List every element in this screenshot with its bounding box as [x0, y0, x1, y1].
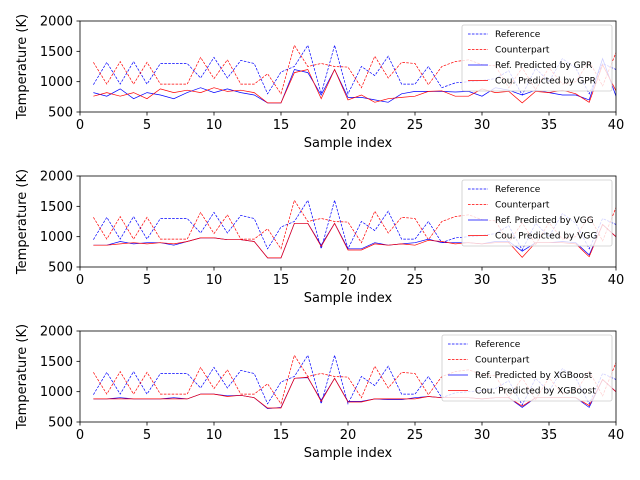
y-tick-label: 500 — [48, 416, 73, 431]
y-tick-label: 2000 — [40, 325, 73, 340]
x-tick-label: 25 — [407, 273, 424, 288]
y-tick-label: 1000 — [40, 75, 73, 90]
y-tick-label: 2000 — [40, 15, 73, 30]
chart-panel-1: 0 5 10 15 20 25 30 35 40 500 1000 1500 2000 Sample in… — [15, 14, 624, 151]
x-tick-label: 0 — [76, 118, 84, 133]
y-tick-label: 2000 — [40, 170, 73, 185]
x-tick-label: 35 — [541, 118, 558, 133]
series-line-2 — [93, 354, 616, 405]
y-tick-label: 500 — [48, 261, 73, 276]
legend-entry: Counterpart — [495, 201, 550, 211]
y-tick-label: 1500 — [40, 45, 73, 60]
legend-box — [461, 24, 613, 92]
series-line-2 — [93, 199, 616, 250]
y-tick-label: 1500 — [40, 200, 73, 215]
legend-entry: Reference — [495, 30, 541, 40]
x-axis-label: Sample index — [304, 446, 393, 461]
y-tick-label: 500 — [48, 106, 73, 121]
series-line-4 — [93, 222, 616, 259]
legend: Reference Counterpart Ref. Predicted by XG… — [441, 334, 613, 402]
x-tick-label: 5 — [143, 118, 151, 133]
x-tick-label: 10 — [206, 273, 223, 288]
x-tick-label: 30 — [474, 428, 491, 443]
x-tick-label: 35 — [541, 428, 558, 443]
y-tick-label: 1000 — [40, 230, 73, 245]
x-tick-label: 40 — [608, 118, 625, 133]
x-tick-label: 0 — [76, 428, 84, 443]
x-tick-label: 25 — [407, 428, 424, 443]
legend-entry: Cou. Predicted by VGG — [495, 232, 597, 242]
legend-entry: Ref. Predicted by XGBoost — [475, 371, 593, 381]
y-axis-label: Temperature (K) — [15, 324, 30, 430]
x-axis-label: Sample index — [304, 291, 393, 306]
x-tick-label: 20 — [340, 273, 357, 288]
legend-box — [441, 334, 613, 402]
x-tick-label: 35 — [541, 273, 558, 288]
x-tick-label: 20 — [340, 118, 357, 133]
x-tick-label: 15 — [273, 273, 290, 288]
chart-panel-2: 0 5 10 15 20 25 30 35 40 500 1000 1500 2000 Sample in… — [15, 169, 624, 306]
x-tick-label: 30 — [474, 273, 491, 288]
x-tick-label: 5 — [143, 273, 151, 288]
y-axis-label: Temperature (K) — [15, 169, 30, 275]
x-tick-label: 15 — [273, 118, 290, 133]
x-tick-label: 10 — [206, 118, 223, 133]
series-line-4 — [93, 63, 616, 104]
chart-panel-3: 0 5 10 15 20 25 30 35 40 500 1000 1500 2000 Sample in… — [15, 324, 624, 461]
legend-entry: Ref. Predicted by VGG — [495, 216, 594, 226]
x-tick-label: 15 — [273, 428, 290, 443]
legend-entry: Counterpart — [495, 46, 550, 56]
x-tick-label: 40 — [608, 273, 625, 288]
legend: Reference Counterpart Ref. Predicted by VG… — [461, 179, 613, 247]
legend-entry: Reference — [475, 340, 521, 350]
legend-entry: Cou. Predicted by GPR — [495, 77, 596, 87]
x-tick-label: 10 — [206, 428, 223, 443]
x-tick-label: 0 — [76, 273, 84, 288]
series-line-2 — [93, 44, 616, 95]
y-tick-label: 1000 — [40, 385, 73, 400]
x-axis-label: Sample index — [304, 136, 393, 151]
x-tick-label: 30 — [474, 118, 491, 133]
series-line-3 — [93, 222, 616, 259]
legend-entry: Ref. Predicted by GPR — [495, 61, 592, 71]
y-tick-label: 1500 — [40, 355, 73, 370]
x-tick-label: 20 — [340, 428, 357, 443]
legend-box — [461, 179, 613, 247]
x-tick-label: 5 — [143, 428, 151, 443]
legend: Reference Counterpart Ref. Predicted by GP… — [461, 24, 613, 92]
y-axis-label: Temperature (K) — [15, 14, 30, 120]
series-line-3 — [93, 377, 616, 410]
legend-entry: Reference — [495, 185, 541, 195]
legend-entry: Counterpart — [475, 356, 530, 366]
legend-entry: Cou. Predicted by XGBoost — [475, 387, 596, 397]
x-tick-label: 40 — [608, 428, 625, 443]
series-line-4 — [93, 376, 616, 409]
x-tick-label: 25 — [407, 118, 424, 133]
